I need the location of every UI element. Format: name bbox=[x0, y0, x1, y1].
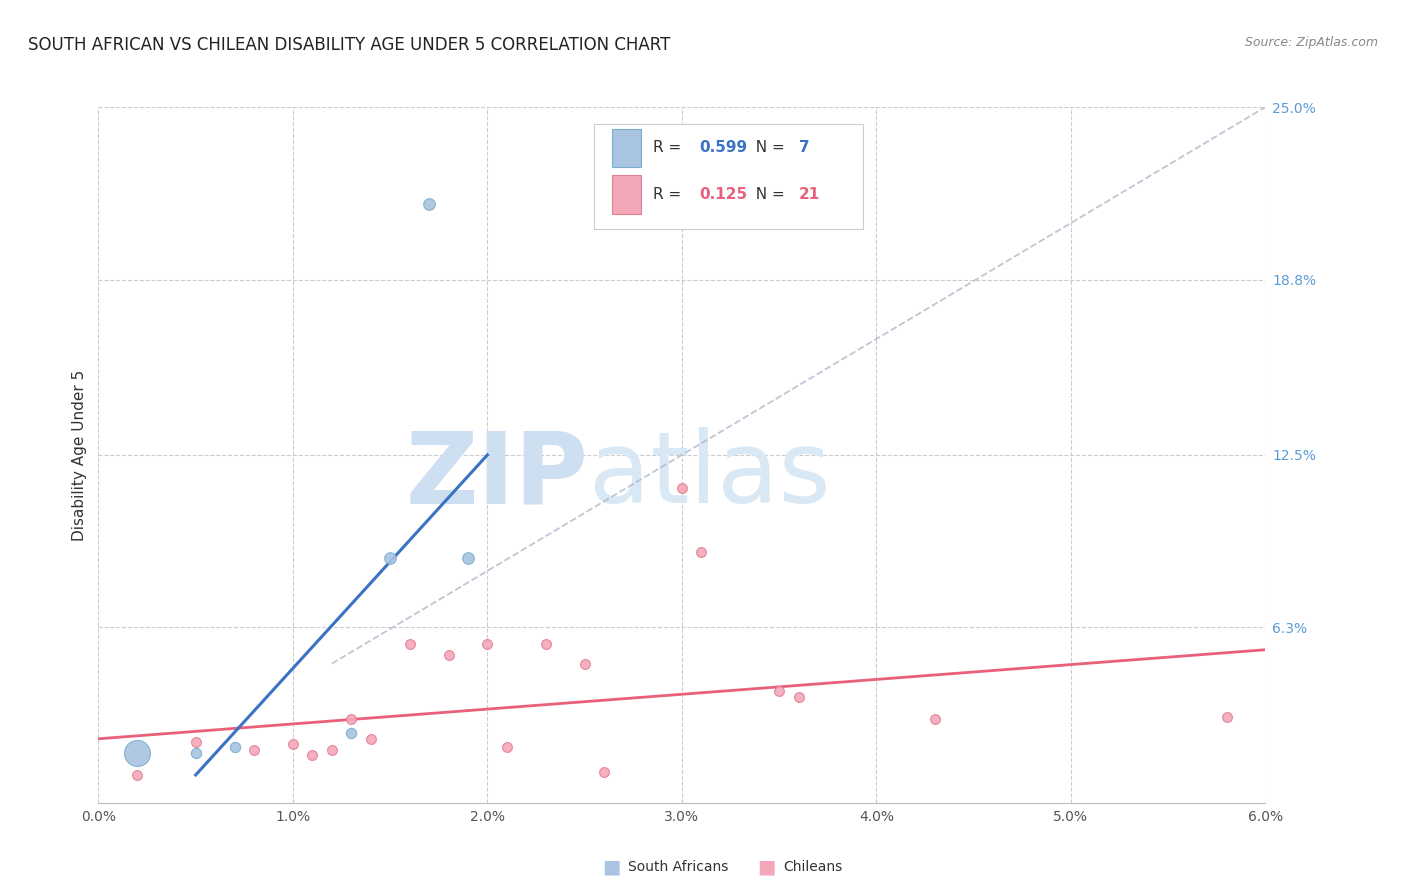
Point bbox=[1215, 709, 1237, 723]
Point bbox=[243, 743, 266, 757]
Point bbox=[437, 648, 460, 663]
Point bbox=[127, 768, 149, 782]
Point bbox=[281, 737, 304, 751]
Point bbox=[340, 712, 363, 726]
Point bbox=[340, 726, 363, 740]
Text: 21: 21 bbox=[799, 187, 820, 202]
Point bbox=[924, 712, 946, 726]
Point bbox=[127, 746, 149, 760]
Bar bbox=[612, 128, 641, 167]
Point bbox=[787, 690, 810, 704]
Point bbox=[360, 731, 382, 746]
Point bbox=[380, 550, 402, 565]
Point bbox=[690, 545, 713, 559]
Point bbox=[534, 637, 557, 651]
Point bbox=[768, 684, 790, 698]
Point bbox=[496, 740, 519, 755]
Text: 7: 7 bbox=[799, 140, 810, 155]
Text: ZIP: ZIP bbox=[406, 427, 589, 524]
Text: ■: ■ bbox=[602, 857, 621, 877]
Bar bbox=[612, 176, 641, 213]
Point bbox=[418, 197, 440, 211]
Point bbox=[574, 657, 596, 671]
Text: SOUTH AFRICAN VS CHILEAN DISABILITY AGE UNDER 5 CORRELATION CHART: SOUTH AFRICAN VS CHILEAN DISABILITY AGE … bbox=[28, 36, 671, 54]
Point bbox=[398, 637, 420, 651]
Point bbox=[671, 481, 693, 495]
Text: ■: ■ bbox=[756, 857, 776, 877]
Point bbox=[457, 550, 479, 565]
Point bbox=[593, 765, 616, 780]
Text: South Africans: South Africans bbox=[628, 860, 728, 874]
Text: R =: R = bbox=[652, 140, 686, 155]
Point bbox=[321, 743, 343, 757]
Text: Source: ZipAtlas.com: Source: ZipAtlas.com bbox=[1244, 36, 1378, 49]
Text: Chileans: Chileans bbox=[783, 860, 842, 874]
Point bbox=[224, 740, 246, 755]
Point bbox=[301, 748, 323, 763]
FancyBboxPatch shape bbox=[595, 124, 863, 229]
Point bbox=[184, 734, 207, 748]
Text: R =: R = bbox=[652, 187, 686, 202]
Text: N =: N = bbox=[747, 140, 790, 155]
Text: atlas: atlas bbox=[589, 427, 830, 524]
Text: N =: N = bbox=[747, 187, 790, 202]
Point bbox=[184, 746, 207, 760]
Y-axis label: Disability Age Under 5: Disability Age Under 5 bbox=[72, 369, 87, 541]
Point bbox=[477, 637, 499, 651]
Text: 0.125: 0.125 bbox=[699, 187, 748, 202]
Text: 0.599: 0.599 bbox=[699, 140, 748, 155]
